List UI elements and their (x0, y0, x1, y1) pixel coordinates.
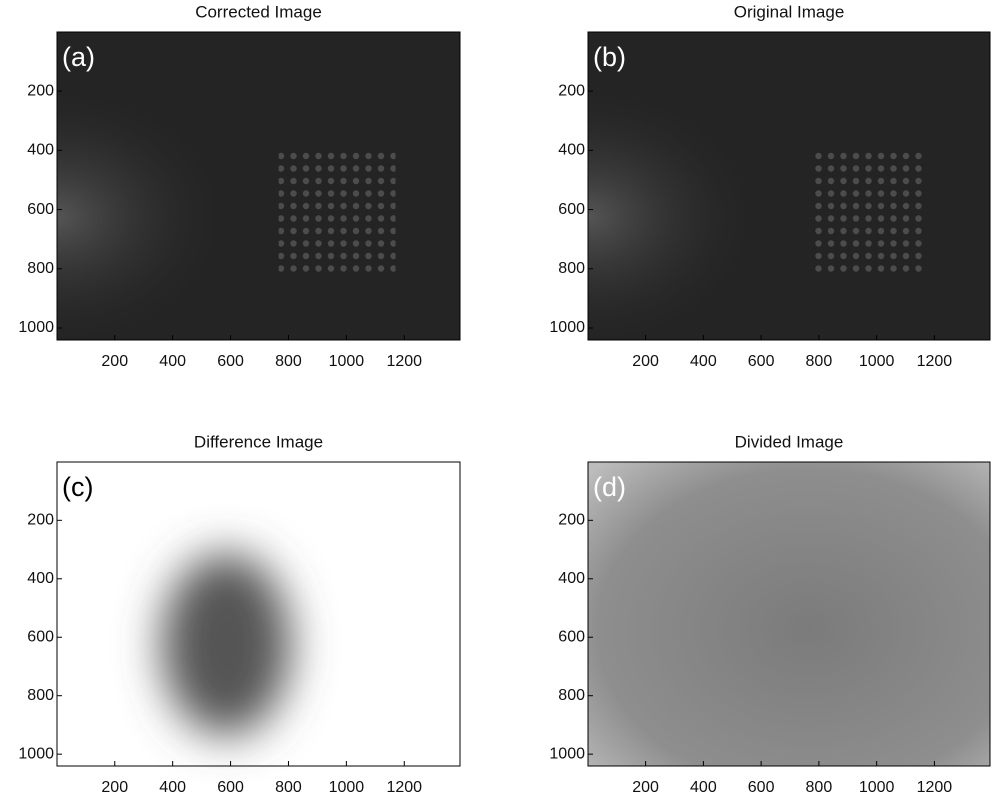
panel-title: Original Image (734, 2, 845, 21)
panel-label: (b) (593, 42, 626, 72)
y-tick-label: 1000 (18, 319, 54, 336)
x-tick-label: 1000 (329, 779, 365, 796)
y-tick-label: 800 (558, 260, 585, 277)
y-tick-label: 1000 (549, 319, 585, 336)
x-tick-label: 1200 (386, 353, 422, 370)
panel-label: (c) (62, 472, 93, 502)
y-tick-label: 800 (27, 687, 54, 704)
x-tick-label: 600 (217, 779, 244, 796)
x-tick-label: 1200 (917, 779, 953, 796)
axes-frame (587, 31, 991, 341)
y-tick-label: 1000 (18, 745, 54, 762)
x-tick-label: 1000 (859, 353, 895, 370)
y-tick-label: 200 (558, 82, 585, 99)
x-tick-label: 800 (806, 353, 833, 370)
x-tick-label: 400 (159, 779, 186, 796)
panel: Original Image (b) 200 400 600 800 1000 1200 200… (549, 2, 991, 370)
calibration-dots (809, 152, 926, 276)
x-tick-label: 1000 (329, 353, 365, 370)
panel-title: Difference Image (194, 432, 323, 451)
panel-label: (a) (62, 42, 95, 72)
x-tick-label: 600 (748, 353, 775, 370)
x-tick-label: 600 (217, 353, 244, 370)
image-glow (57, 32, 460, 340)
difference-blob (161, 553, 291, 736)
x-tick-label: 1200 (386, 779, 422, 796)
x-tick-label: 400 (159, 353, 186, 370)
y-tick-label: 400 (27, 142, 54, 159)
y-tick-label: 600 (558, 628, 585, 645)
y-tick-label: 400 (558, 570, 585, 587)
panel-title: Divided Image (735, 432, 844, 451)
y-tick-label: 200 (27, 82, 54, 99)
x-tick-label: 1000 (859, 779, 895, 796)
y-tick-label: 800 (27, 260, 54, 277)
y-tick-label: 800 (558, 687, 585, 704)
x-tick-label: 400 (690, 779, 717, 796)
y-tick-label: 1000 (549, 745, 585, 762)
panel-title: Corrected Image (195, 2, 322, 21)
x-tick-label: 200 (632, 779, 659, 796)
calibration-dots (278, 152, 396, 276)
x-tick-label: 800 (275, 779, 302, 796)
panel: Difference Image (c) 200 400 600 800 1000 1200 2… (18, 432, 461, 796)
x-tick-label: 200 (101, 779, 128, 796)
panel: Corrected Image (a) 200 400 600 800 1000 1200 20… (18, 2, 461, 370)
image-background (588, 462, 990, 766)
y-tick-label: 600 (27, 201, 54, 218)
y-tick-label: 600 (27, 628, 54, 645)
panel: Divided Image (d) 200 400 600 800 1000 1200 200 4… (549, 432, 991, 796)
y-tick-label: 200 (558, 512, 585, 529)
y-tick-label: 200 (27, 512, 54, 529)
axes-frame (587, 461, 991, 767)
x-tick-label: 200 (632, 353, 659, 370)
axes-frame (56, 461, 461, 767)
y-tick-label: 400 (27, 570, 54, 587)
x-tick-label: 800 (806, 779, 833, 796)
panel-label: (d) (593, 472, 626, 502)
axes-frame (56, 31, 461, 341)
x-tick-label: 1200 (917, 353, 953, 370)
y-tick-label: 600 (558, 201, 585, 218)
y-tick-label: 400 (558, 142, 585, 159)
x-tick-label: 800 (275, 353, 302, 370)
x-tick-label: 400 (690, 353, 717, 370)
image-glow (588, 32, 990, 340)
x-tick-label: 200 (101, 353, 128, 370)
x-tick-label: 600 (748, 779, 775, 796)
